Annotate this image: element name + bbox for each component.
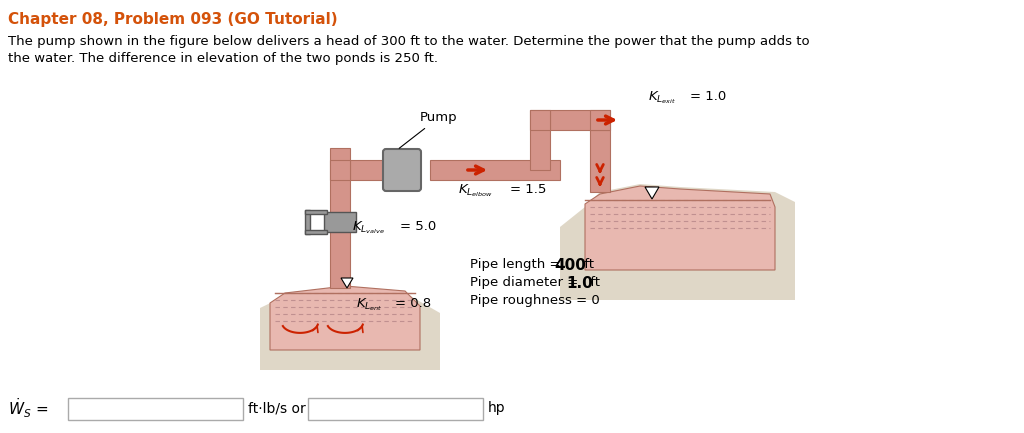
Polygon shape [560, 184, 795, 300]
Text: hp: hp [488, 401, 506, 415]
Text: = 1.5: = 1.5 [510, 183, 547, 196]
Text: Pipe diameter =: Pipe diameter = [470, 276, 583, 289]
Bar [68, 398, 243, 420]
Text: Pipe roughness = 0: Pipe roughness = 0 [470, 294, 600, 307]
Text: = 0.8: = 0.8 [395, 297, 431, 310]
Text: ft: ft [586, 276, 600, 289]
Bar [350, 160, 420, 180]
Text: = 5.0: = 5.0 [400, 220, 436, 233]
Text: $\dot{W}_S$ =: $\dot{W}_S$ = [8, 396, 48, 420]
Bar [430, 160, 560, 180]
Polygon shape [341, 278, 353, 288]
Text: $K_{L_{\mathregular{exit}}}$: $K_{L_{\mathregular{exit}}}$ [648, 89, 676, 106]
Polygon shape [585, 186, 775, 270]
Text: ft·lb/s or: ft·lb/s or [248, 401, 306, 415]
Text: 400: 400 [554, 258, 586, 273]
Bar [590, 110, 610, 130]
Text: 1.0: 1.0 [566, 276, 593, 291]
Bar [308, 398, 483, 420]
Bar [530, 110, 550, 130]
Text: The pump shown in the figure below delivers a head of 300 ft to the water. Deter: The pump shown in the figure below deliv… [8, 35, 810, 48]
Text: Pump: Pump [399, 111, 458, 148]
Text: $K_{L_{\mathregular{valve}}}$: $K_{L_{\mathregular{valve}}}$ [352, 219, 385, 236]
Bar [305, 210, 310, 234]
Text: $K_{L_{\mathregular{ent}}}$: $K_{L_{\mathregular{ent}}}$ [356, 296, 383, 313]
Bar [330, 160, 350, 180]
Bar [305, 210, 327, 214]
Bar [550, 110, 610, 130]
Bar [590, 130, 610, 192]
Bar [324, 212, 356, 232]
Polygon shape [270, 286, 420, 350]
Polygon shape [260, 288, 440, 370]
Text: Pipe length =: Pipe length = [470, 258, 565, 271]
Text: the water. The difference in elevation of the two ponds is 250 ft.: the water. The difference in elevation o… [8, 52, 438, 65]
Bar [330, 148, 350, 288]
Text: $K_{L_{\mathregular{elbow}}}$: $K_{L_{\mathregular{elbow}}}$ [458, 182, 494, 199]
Bar [530, 110, 550, 170]
Text: = 1.0: = 1.0 [690, 90, 726, 103]
Text: ft: ft [580, 258, 594, 271]
Text: Chapter 08, Problem 093 (GO Tutorial): Chapter 08, Problem 093 (GO Tutorial) [8, 12, 338, 27]
Bar [305, 230, 327, 234]
Polygon shape [645, 187, 659, 199]
FancyBboxPatch shape [383, 149, 421, 191]
